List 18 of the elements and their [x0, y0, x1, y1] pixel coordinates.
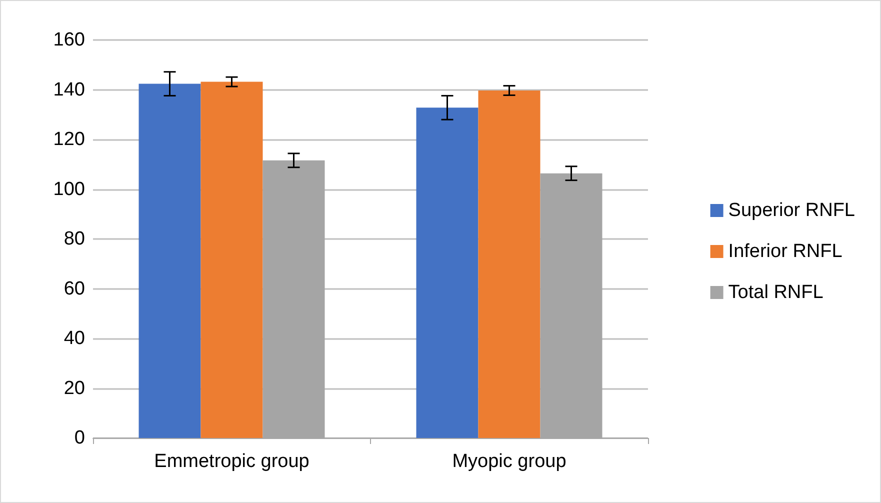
x-tick-label: Myopic group: [452, 451, 566, 472]
y-tick-label: 20: [64, 378, 85, 399]
bar: [478, 90, 540, 438]
y-tick-label: 120: [53, 129, 85, 150]
y-tick-label: 160: [53, 30, 85, 50]
y-tick-label: 140: [53, 79, 85, 100]
bar: [200, 82, 263, 438]
bar: [416, 108, 478, 438]
legend-label: Inferior RNFL: [728, 241, 842, 262]
legend-label: Superior RNFL: [728, 200, 856, 221]
y-tick-label: 40: [64, 328, 85, 349]
bar: [138, 84, 201, 438]
legend-label: Total RNFL: [728, 282, 824, 303]
y-tick-label: 0: [74, 428, 85, 448]
y-tick-label: 100: [53, 178, 85, 200]
y-tick-label: 60: [64, 278, 85, 300]
y-tick-label: 80: [64, 228, 85, 250]
x-tick-label: Emmetropic group: [154, 451, 310, 472]
